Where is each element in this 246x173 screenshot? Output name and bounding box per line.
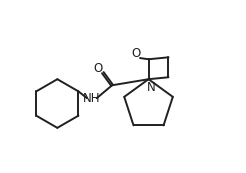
Text: N: N (147, 81, 155, 94)
Text: NH: NH (83, 92, 100, 105)
Text: O: O (131, 47, 140, 60)
Text: O: O (94, 62, 103, 75)
